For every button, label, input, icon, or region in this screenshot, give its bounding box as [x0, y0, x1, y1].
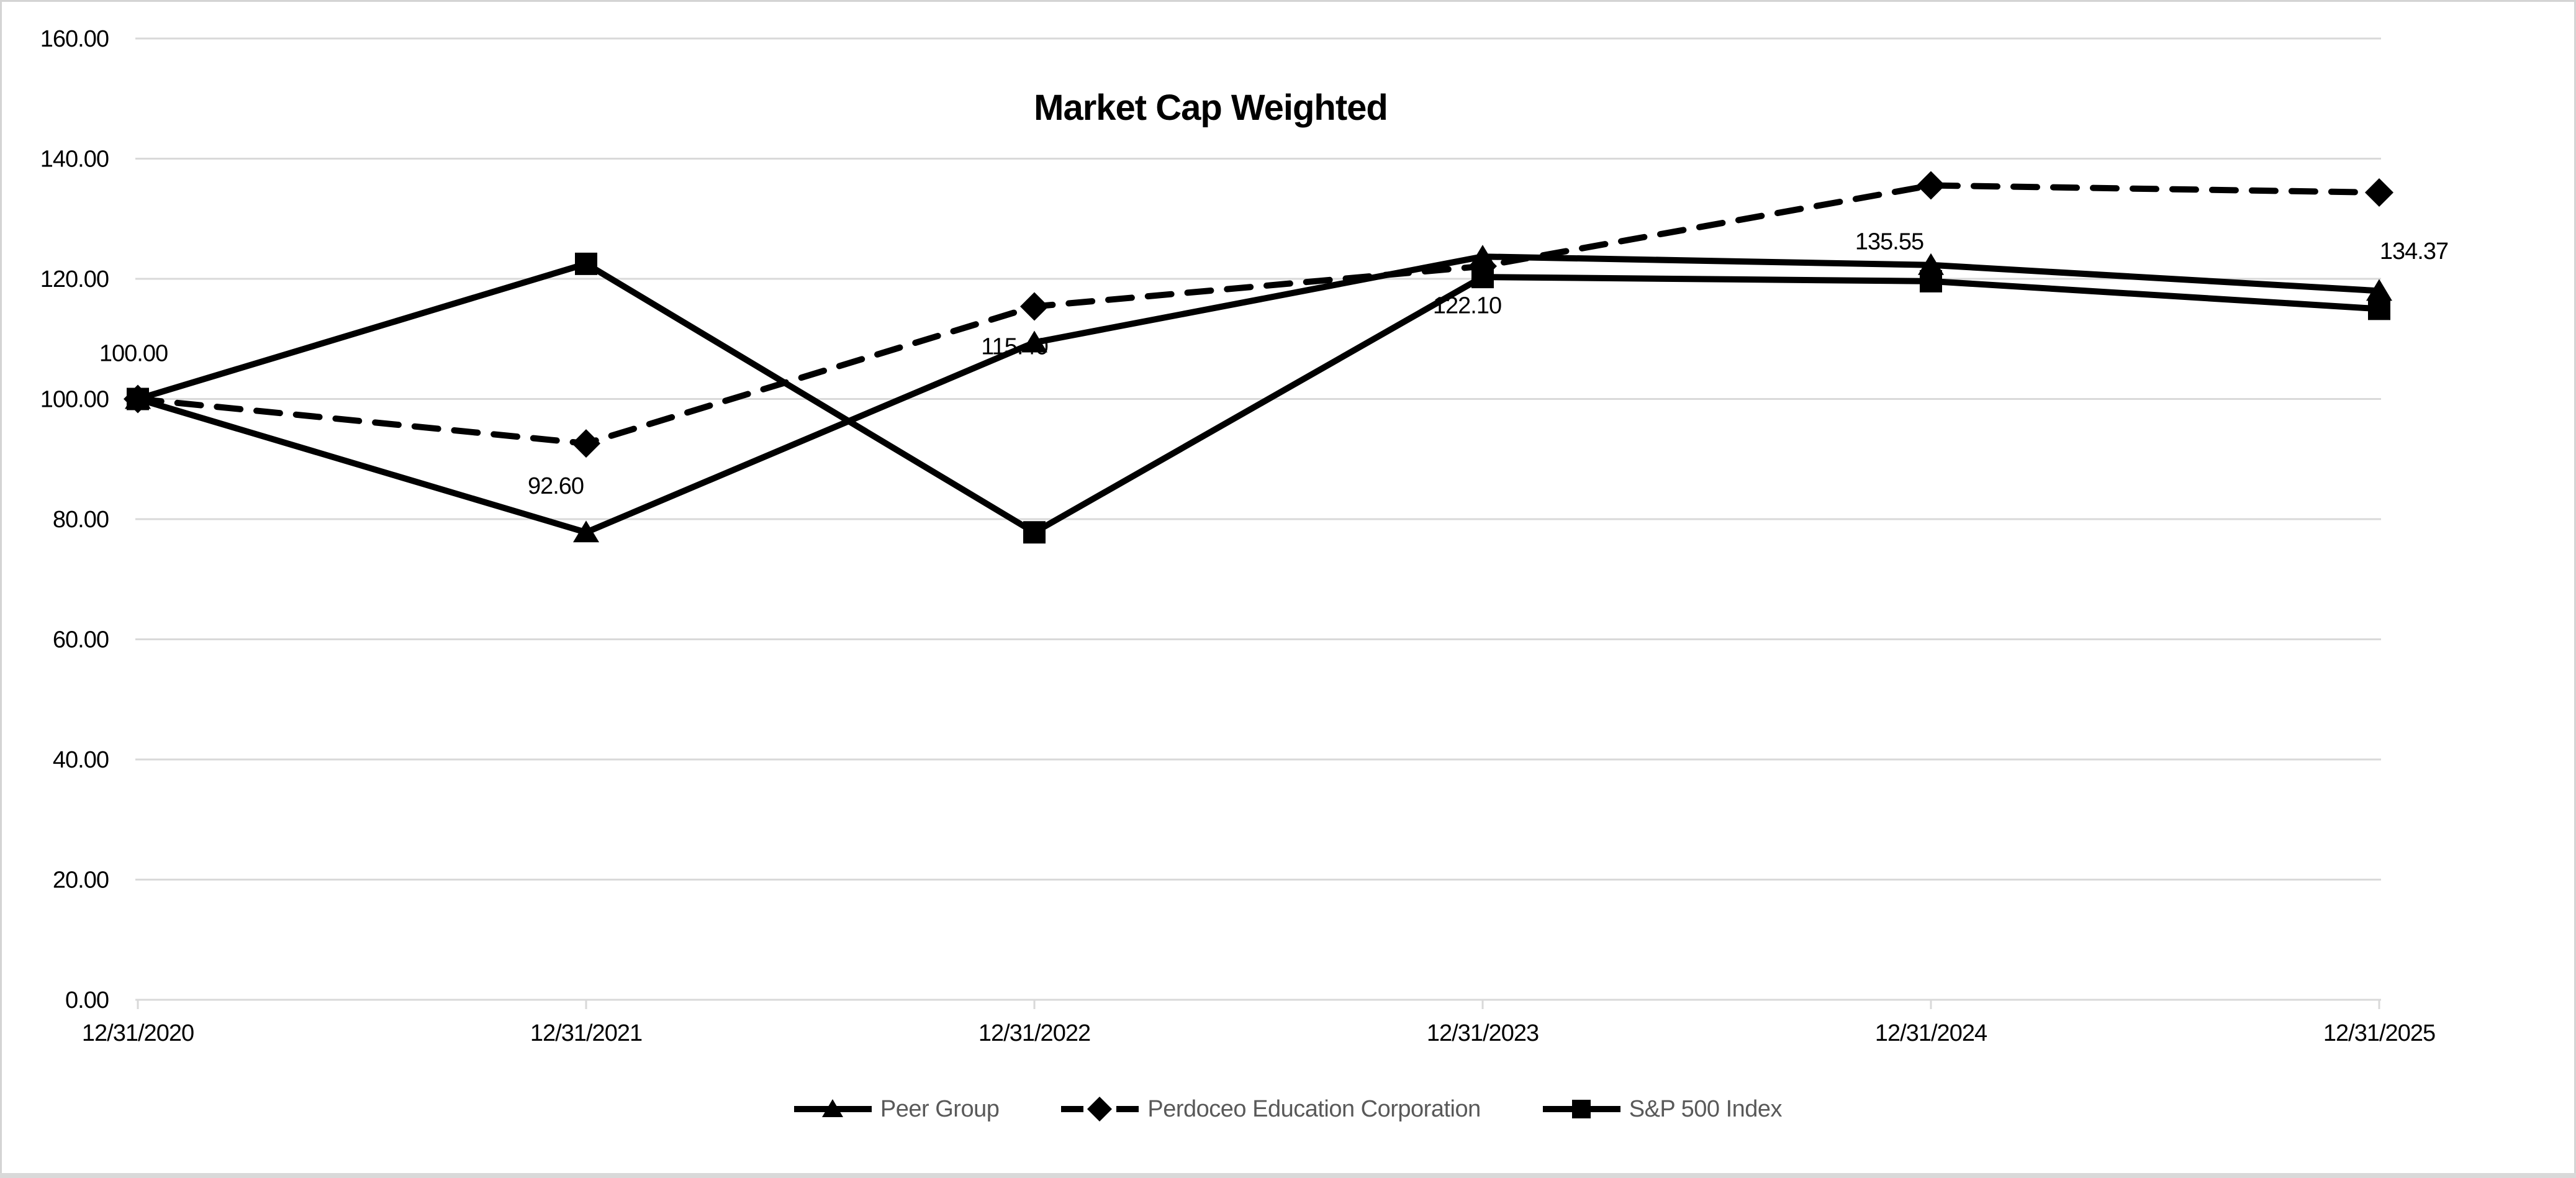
y-axis-tick-label: 0.00 [65, 987, 109, 1013]
square-marker [1471, 266, 1494, 289]
diamond-marker [572, 429, 600, 458]
perdoceo-data-label: 100.00 [99, 341, 168, 367]
diamond-marker [1020, 292, 1049, 321]
square-marker [575, 252, 597, 275]
legend-item-peer-group: Peer Group [793, 1094, 1000, 1124]
series-line-square [135, 260, 2382, 536]
x-axis-tick-label: 12/31/2022 [978, 1020, 1090, 1046]
y-axis-tick-label: 100.00 [40, 387, 109, 413]
sp500-line-square-marker-icon [1542, 1100, 1620, 1118]
legend-item-sp500: S&P 500 Index [1542, 1094, 1783, 1124]
peer-group-line-triangle-marker-icon [793, 1099, 872, 1117]
legend-item-perdoceo: Perdoceo Education Corporation [1061, 1094, 1481, 1124]
perdoceo-data-label: 92.60 [528, 473, 584, 499]
y-axis-tick-label: 80.00 [53, 507, 109, 533]
chart-title: Market Cap Weighted [1034, 88, 1388, 128]
x-axis-tick-label: 12/31/2023 [1427, 1020, 1539, 1046]
y-axis-tick-label: 160.00 [40, 26, 109, 52]
diamond-marker [2365, 178, 2393, 207]
perdoceo-data-label: 134.37 [2380, 238, 2448, 265]
legend-label-sp500: S&P 500 Index [1629, 1095, 1783, 1122]
perdoceo-data-label: 135.55 [1855, 229, 1923, 255]
legend-label-perdoceo: Perdoceo Education Corporation [1147, 1095, 1481, 1122]
triangle-marker [2366, 279, 2392, 301]
x-axis-tick-label: 12/31/2025 [2323, 1020, 2435, 1046]
y-axis-tick-label: 140.00 [40, 147, 109, 173]
y-axis-tick-label: 120.00 [40, 266, 109, 292]
square-marker [2368, 297, 2390, 320]
triangle-marker [573, 520, 599, 543]
x-axis-tick-label: 12/31/2024 [1875, 1020, 1987, 1046]
chart-legend: Peer Group Perdoceo Education Corporatio… [0, 1094, 2576, 1124]
diamond-marker [1917, 171, 1945, 200]
x-axis-tick-label: 12/31/2020 [82, 1020, 194, 1046]
y-axis-tick-label: 60.00 [53, 627, 109, 653]
series-line-triangle [135, 253, 2382, 536]
triangle-marker [1918, 253, 1944, 275]
legend-label-peer-group: Peer Group [880, 1095, 1000, 1122]
series-line-diamond [135, 182, 2382, 447]
square-marker [127, 387, 149, 410]
x-axis-tick-label: 12/31/2021 [530, 1020, 642, 1046]
square-marker [1920, 270, 1942, 292]
square-marker [1023, 521, 1046, 544]
y-axis-tick-label: 40.00 [53, 747, 109, 773]
perdoceo-dashed-line-diamond-marker-icon [1061, 1097, 1139, 1121]
y-axis-tick-label: 20.00 [53, 868, 109, 894]
triangle-marker [1021, 330, 1047, 353]
bottom-edge-strip [0, 1173, 2576, 1178]
